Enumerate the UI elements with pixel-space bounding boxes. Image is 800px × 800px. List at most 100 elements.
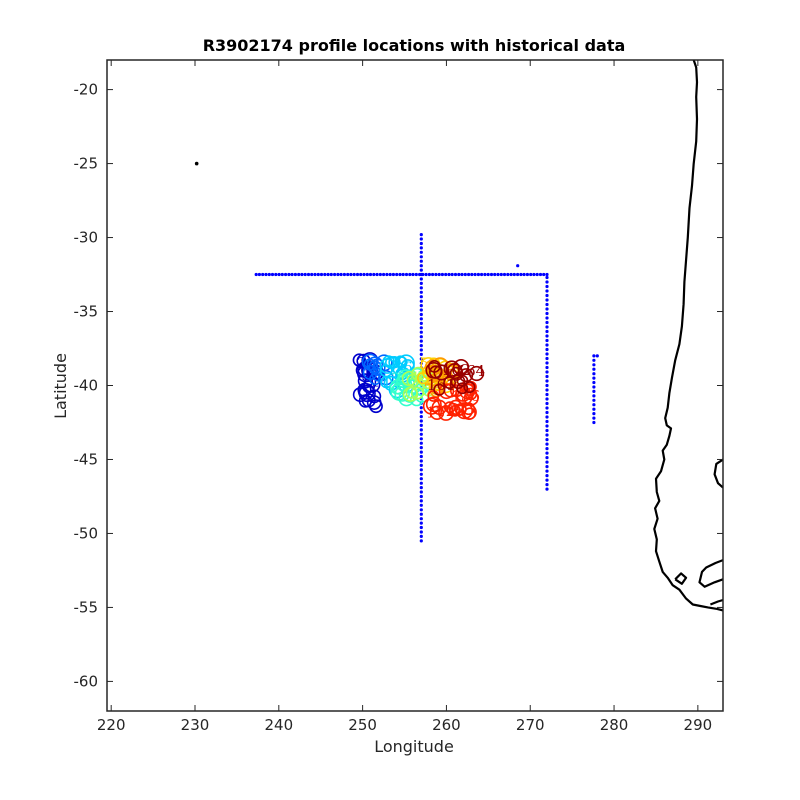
historical-point	[419, 517, 423, 521]
historical-point	[419, 499, 423, 503]
profile-label: 3	[361, 366, 371, 384]
historical-point	[419, 330, 423, 334]
y-tick-label: -45	[74, 450, 99, 468]
profile-label: 2	[357, 354, 367, 372]
historical-point	[419, 539, 423, 543]
profile-marker	[468, 365, 485, 382]
historical-point	[545, 293, 549, 298]
profile-marker	[452, 358, 470, 376]
historical-point	[355, 272, 360, 277]
historical-point	[592, 389, 596, 393]
coastline-layer	[653, 60, 723, 612]
historical-point	[365, 272, 369, 277]
historical-point	[352, 272, 356, 277]
historical-point	[486, 272, 490, 277]
historical-point	[419, 335, 423, 339]
historical-point	[419, 233, 423, 237]
profile-marker	[379, 358, 396, 374]
historical-point	[419, 512, 423, 516]
historical-point	[512, 272, 516, 277]
y-tick-label: -20	[74, 81, 99, 99]
historical-point	[404, 272, 409, 277]
historical-point	[419, 437, 423, 441]
historical-point	[419, 299, 423, 303]
historical-point	[326, 272, 330, 277]
profile-marker	[438, 383, 455, 400]
profile-label: 8	[377, 367, 387, 385]
y-tick-label: -60	[74, 672, 99, 690]
historical-point	[414, 272, 418, 277]
x-tick-label: 240	[264, 716, 293, 734]
x-tick-label: 280	[600, 716, 629, 734]
historical-point	[545, 347, 549, 352]
profile-marker	[443, 376, 457, 390]
historical-point	[545, 325, 549, 329]
historical-point	[419, 317, 423, 321]
historical-point	[419, 423, 423, 427]
profile-marker	[366, 356, 384, 374]
historical-point	[419, 237, 423, 241]
historical-point	[545, 456, 549, 460]
x-tick-label: 270	[516, 716, 545, 734]
x-axis: 220 230 240 250 260 270 280 290	[97, 60, 712, 734]
historical-point	[545, 478, 549, 482]
historical-point	[419, 259, 423, 263]
historical-point	[545, 338, 549, 343]
profile-label: 162	[442, 361, 471, 379]
profile-layer: 2371481216253140526075831712513616116216…	[352, 352, 485, 421]
historical-point	[419, 246, 423, 250]
historical-point	[419, 406, 423, 410]
historical-point	[419, 255, 423, 259]
historical-point	[388, 272, 392, 277]
historical-point	[419, 241, 423, 246]
historical-point	[483, 272, 487, 277]
historical-point	[444, 272, 448, 277]
historical-point	[434, 272, 438, 277]
historical-point	[316, 272, 320, 277]
profile-label: 125	[436, 402, 465, 420]
historical-point	[592, 363, 596, 367]
historical-point	[592, 372, 596, 376]
historical-point	[545, 272, 549, 277]
historical-data-layer	[194, 161, 599, 543]
historical-point	[592, 416, 596, 420]
coastline	[698, 559, 723, 588]
historical-point	[293, 272, 297, 277]
historical-point	[545, 307, 549, 311]
historical-point	[419, 503, 423, 507]
historical-point	[300, 272, 304, 277]
historical-point	[419, 268, 423, 272]
profile-marker	[443, 360, 460, 377]
historical-point	[419, 525, 423, 530]
historical-point	[385, 272, 389, 277]
historical-point	[342, 272, 346, 277]
coastline	[674, 572, 688, 585]
historical-point	[592, 412, 596, 416]
historical-point	[329, 272, 333, 277]
historical-point	[372, 272, 376, 277]
profile-marker	[455, 402, 473, 420]
x-tick-label: 250	[348, 716, 377, 734]
historical-point	[419, 419, 423, 423]
historical-point	[493, 272, 497, 277]
profile-marker	[443, 401, 456, 414]
historical-point	[419, 463, 423, 467]
historical-point	[538, 272, 543, 277]
historical-point	[401, 272, 405, 277]
historical-point	[382, 272, 386, 277]
historical-point	[516, 264, 520, 268]
profile-marker	[362, 364, 378, 380]
x-tick-label: 260	[432, 716, 461, 734]
historical-point	[545, 343, 549, 347]
historical-point	[545, 374, 549, 379]
historical-point	[447, 272, 451, 277]
historical-point	[427, 272, 431, 277]
historical-point	[545, 433, 549, 437]
y-tick-label: -40	[74, 377, 99, 395]
historical-point	[545, 424, 549, 428]
profile-marker	[357, 382, 372, 397]
historical-point	[319, 272, 324, 277]
x-tick-label: 230	[181, 716, 210, 734]
historical-point	[419, 272, 423, 277]
historical-point	[457, 272, 461, 277]
